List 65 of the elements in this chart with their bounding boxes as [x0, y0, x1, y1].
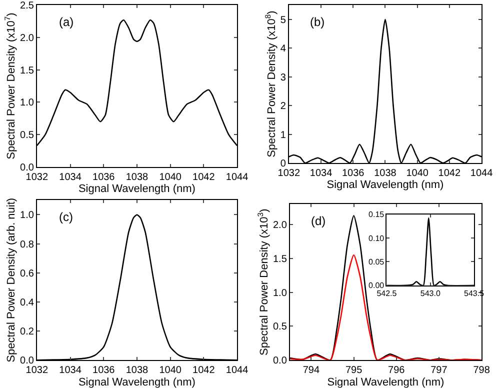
- x-tick-label: 1034: [310, 168, 333, 180]
- y-tick-label: 5: [280, 14, 286, 26]
- y-tick-label: 0.10: [368, 234, 385, 243]
- x-tick-label: 1032: [26, 172, 48, 183]
- y-tick-label: 3: [280, 72, 286, 84]
- x-tick-label: 1034: [59, 365, 82, 376]
- annotation: (b): [310, 15, 325, 29]
- x-tick-label: 796: [388, 365, 406, 376]
- x-tick-label: 798: [473, 365, 490, 376]
- y-tick-label: 1.0: [20, 98, 34, 109]
- y-tick-label: 0.05: [368, 258, 385, 267]
- y-tick-label: 2.0: [20, 32, 34, 44]
- x-tick-label: 1038: [374, 168, 397, 180]
- x-tick-label: 1044: [226, 365, 249, 376]
- line-series: [290, 254, 482, 360]
- x-tick-label: 542.5: [376, 289, 398, 298]
- x-tick-label: 1032: [278, 168, 300, 180]
- y-tick-label: 2.5: [20, 0, 34, 12]
- x-tick-label: 1038: [126, 172, 149, 183]
- x-axis-title: Signal Wavelength (nm): [326, 179, 444, 192]
- y-axis-title: Spectral Power Density (arb. nuit): [6, 198, 18, 362]
- x-tick-label: 1042: [192, 365, 216, 376]
- x-tick-label: 1038: [126, 365, 149, 376]
- y-tick-label: 0.5: [20, 130, 34, 142]
- x-tick-label: 1040: [159, 365, 182, 376]
- x-tick-label: 795: [345, 365, 363, 376]
- x-axis-title: Signal Wavelength (nm): [78, 376, 196, 388]
- y-tick-label: 0.8: [20, 239, 34, 250]
- x-tick-label: 1042: [192, 172, 216, 183]
- x-tick-label: 1036: [342, 168, 365, 180]
- y-tick-label: 1.0: [273, 288, 288, 299]
- annotation: (a): [59, 15, 74, 29]
- x-tick-label: 1040: [159, 172, 182, 183]
- x-tick-label: 1036: [92, 172, 116, 183]
- y-tick-label: 0.6: [20, 268, 34, 280]
- y-tick-label: 0.0: [20, 162, 34, 174]
- annotation: (d): [311, 214, 326, 228]
- x-tick-label: 1036: [92, 365, 116, 376]
- x-tick-label: 1044: [226, 172, 249, 183]
- y-tick-label: 0.15: [368, 210, 385, 220]
- y-tick-label: 0.2: [20, 326, 34, 338]
- y-tick-label: 2.0: [273, 220, 288, 231]
- x-tick-label: 1044: [470, 168, 494, 180]
- x-tick-label: 1034: [59, 172, 82, 183]
- x-tick-label: 794: [302, 365, 320, 376]
- y-tick-label: 1.5: [20, 65, 34, 76]
- y-tick-label: 4: [280, 44, 286, 55]
- y-tick-label: 0: [280, 158, 286, 170]
- y-tick-label: 0.4: [20, 297, 34, 308]
- y-tick-label: 0.0: [20, 356, 34, 367]
- y-tick-label: 0.5: [273, 322, 288, 333]
- x-tick-label: 1040: [406, 168, 429, 180]
- y-tick-label: 0.0: [273, 356, 288, 367]
- x-tick-label: 797: [430, 365, 448, 376]
- x-axis-title: Signal Wavelength (nm): [78, 183, 196, 196]
- x-tick-label: 1042: [438, 168, 461, 180]
- y-tick-label: 0.00: [368, 281, 385, 290]
- x-tick-label: 543.0: [420, 289, 441, 298]
- annotation: (c): [59, 210, 73, 224]
- y-tick-label: 1.0: [20, 210, 34, 222]
- x-axis-title: Signal Wavelength (nm): [327, 376, 444, 388]
- y-tick-label: 2: [280, 101, 286, 112]
- x-tick-label: 1032: [26, 365, 48, 376]
- y-tick-label: 1.5: [273, 254, 288, 265]
- y-tick-label: 1: [280, 130, 286, 141]
